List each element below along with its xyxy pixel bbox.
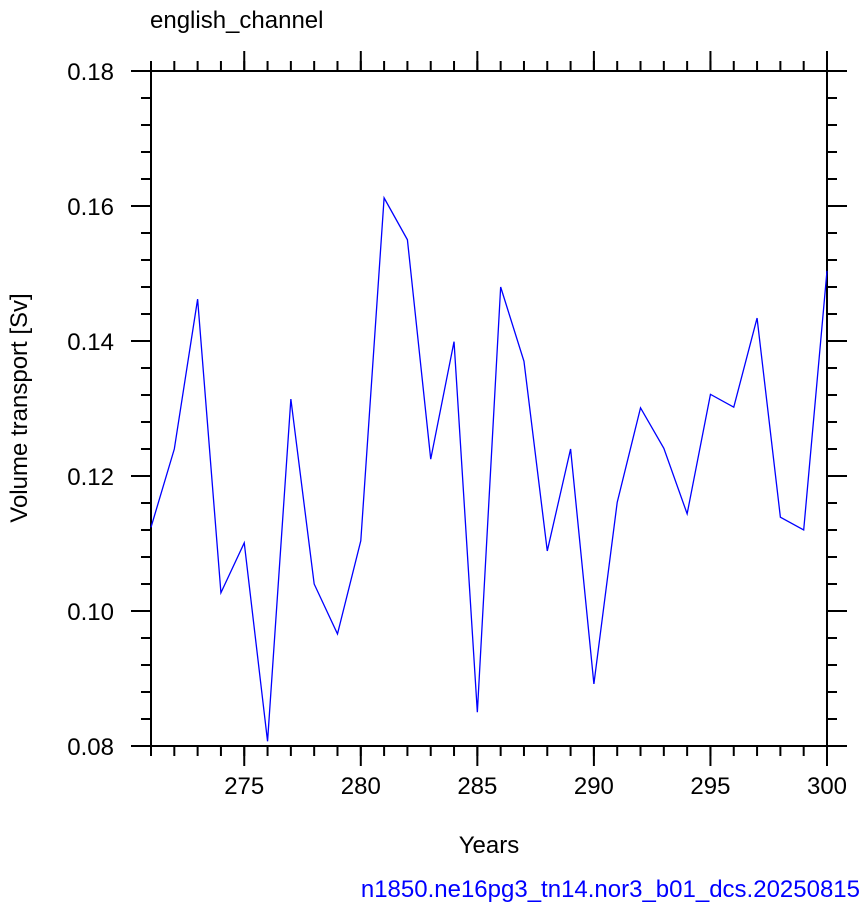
y-tick-label: 0.16	[67, 194, 114, 221]
y-tick-label: 0.14	[67, 329, 114, 356]
x-tick-label: 290	[574, 773, 614, 800]
y-tick-label: 0.08	[67, 734, 114, 761]
x-axis-label: Years	[459, 832, 520, 859]
x-tick-label: 285	[457, 773, 497, 800]
x-tick-label: 280	[341, 773, 381, 800]
y-tick-label: 0.12	[67, 464, 114, 491]
chart-title: english_channel	[150, 7, 323, 34]
data-line	[150, 195, 828, 742]
plot-frame	[150, 70, 828, 747]
x-tick-label: 300	[807, 773, 847, 800]
x-tick-label: 275	[224, 773, 264, 800]
annotation: n1850.ne16pg3_tn14.nor3_b01_dcs.20250815	[361, 876, 860, 903]
y-tick-label: 0.10	[67, 599, 114, 626]
y-axis-label: Volume transport [Sv]	[6, 293, 33, 522]
y-tick-label: 0.18	[67, 59, 114, 86]
x-tick-label: 295	[690, 773, 730, 800]
